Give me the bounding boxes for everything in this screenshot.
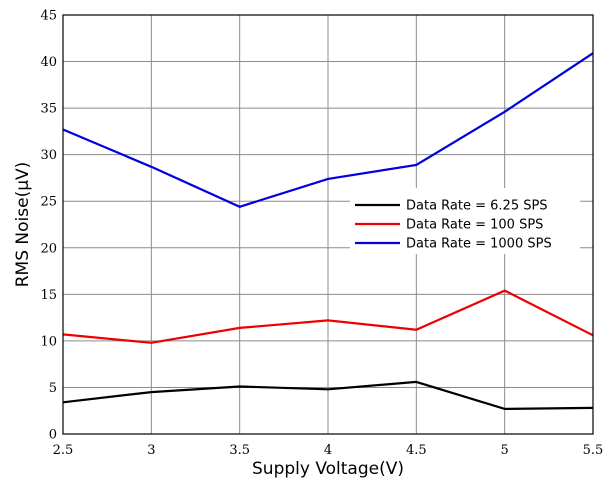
series-line-2 [62,52,594,208]
y-tick-label: 10 [40,334,57,349]
legend-label-2: Data Rate = 1000 SPS [406,237,552,252]
x-tick-label: 2.5 [53,443,74,458]
x-tick-label: 5 [501,443,509,458]
x-tick-label: 3 [147,443,155,458]
legend: Data Rate = 6.25 SPS Data Rate = 100 SPS D… [350,188,580,254]
y-tick-label: 30 [40,148,57,163]
y-tick-labels: 0 5 10 15 20 25 30 35 40 45 [40,9,57,443]
y-tick-label: 20 [40,241,57,256]
x-tick-label: 5.5 [583,443,604,458]
series-layer [62,52,594,411]
y-tick-label: 45 [40,9,57,24]
y-tick-label: 35 [40,102,57,117]
legend-label-1: Data Rate = 100 SPS [406,218,543,233]
y-tick-label: 25 [40,195,57,210]
y-tick-label: 15 [40,288,57,303]
x-tick-label: 3.5 [229,443,250,458]
y-tick-label: 0 [49,428,57,443]
plot-frame [62,14,594,435]
series-line-0 [62,380,594,411]
x-axis-title: Supply Voltage(V) [252,459,404,479]
legend-label-0: Data Rate = 6.25 SPS [406,199,548,214]
y-tick-label: 5 [49,381,57,396]
series-line-1 [62,289,594,344]
y-axis-title: RMS Noise(µV) [13,162,33,288]
x-tick-label: 4.5 [406,443,427,458]
y-tick-label: 40 [40,55,57,70]
x-tick-label: 4 [324,443,332,458]
x-tick-labels: 2.5 3 3.5 4 4.5 5 5.5 [53,443,604,458]
